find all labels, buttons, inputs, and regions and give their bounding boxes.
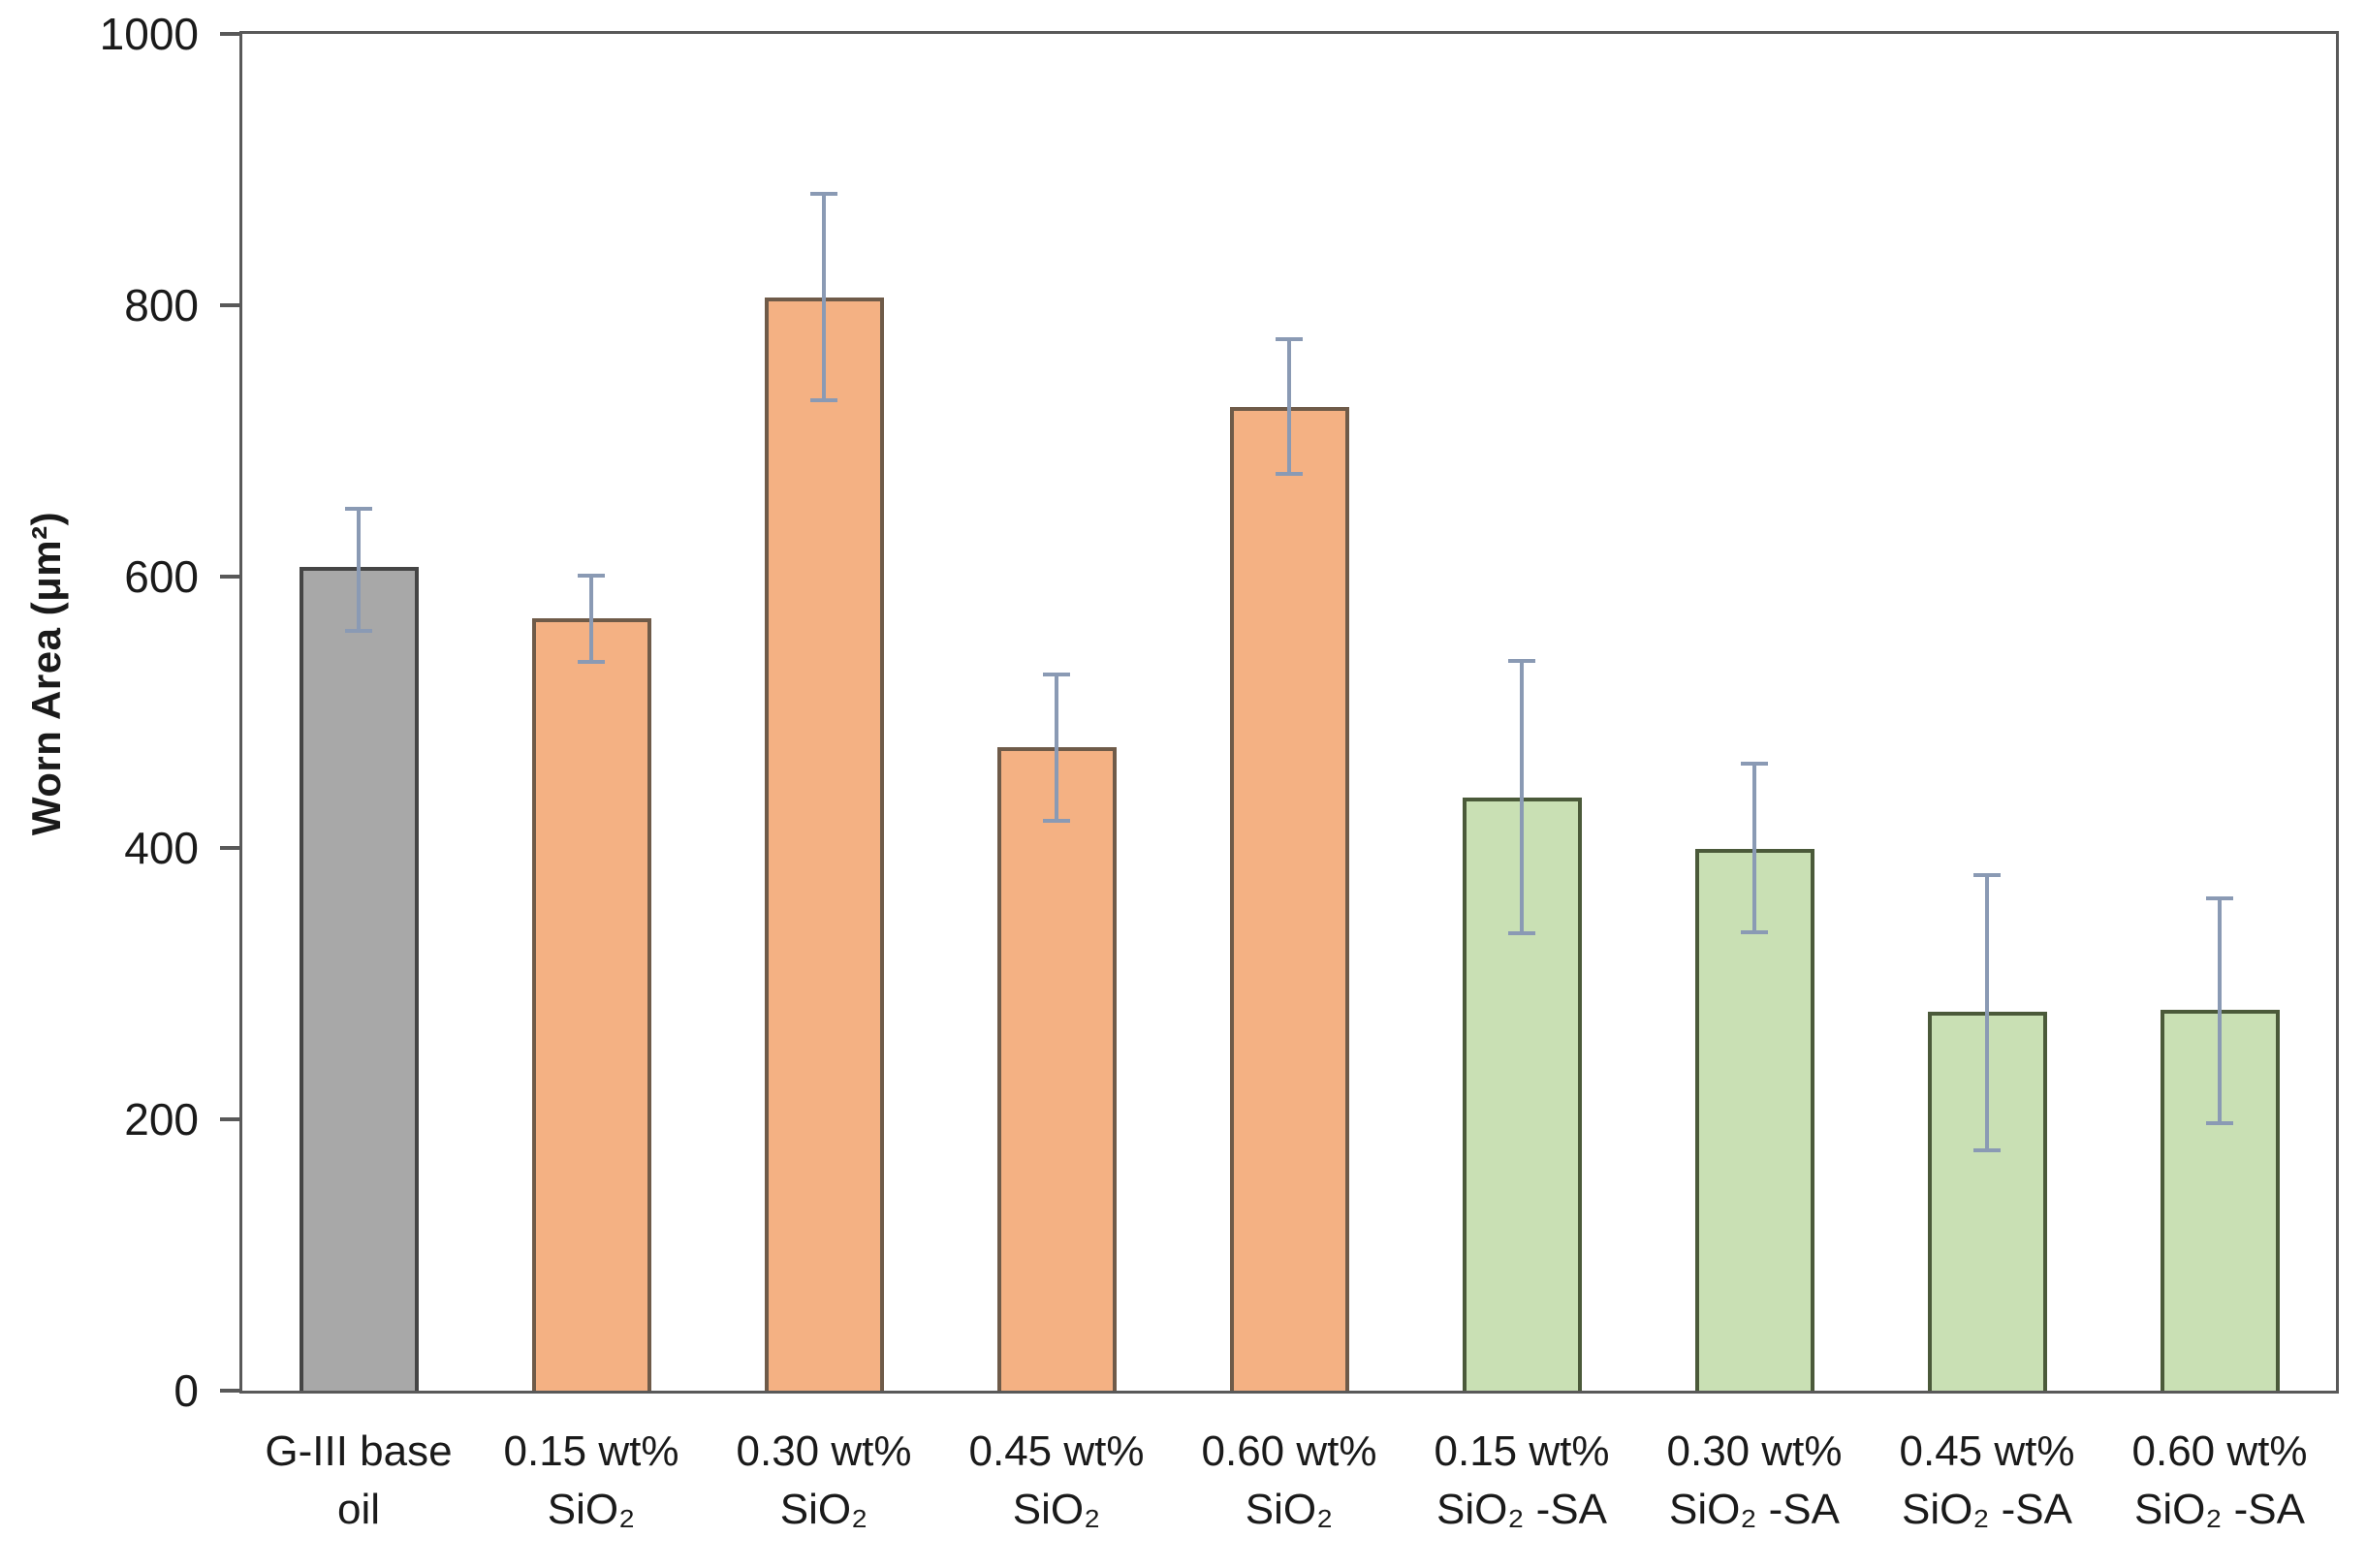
- error-bar: [1287, 339, 1291, 474]
- x-tick-label-line1: 0.60 wt%: [1201, 1427, 1377, 1475]
- x-tick-label-line2: oil: [336, 1486, 381, 1533]
- x-tick-label: 0.45 wt% SiO₂ -SA: [1861, 1423, 2113, 1539]
- error-bar-cap: [1276, 471, 1303, 476]
- error-bar: [822, 194, 826, 400]
- error-bar-cap: [1741, 929, 1768, 934]
- error-bar: [1752, 764, 1756, 932]
- error-bar-cap: [1276, 337, 1303, 341]
- x-tick-label: 0.30 wt% SiO₂: [698, 1423, 950, 1539]
- error-bar: [1055, 674, 1058, 821]
- error-bar-cap: [1043, 819, 1070, 823]
- y-tick-label: 0: [174, 1365, 199, 1416]
- error-bar-cap: [1741, 762, 1768, 767]
- error-bar-cap: [810, 192, 837, 197]
- bar: [996, 747, 1117, 1391]
- y-tick-label: 600: [124, 551, 199, 602]
- error-bar-cap: [2206, 895, 2233, 900]
- x-tick-label: 0.60 wt% SiO₂: [1163, 1423, 1415, 1539]
- x-tick-label: G-III base oil: [233, 1423, 485, 1539]
- x-tick-label-line1: 0.45 wt%: [968, 1427, 1145, 1475]
- x-tick-label-line2: SiO₂ -SA: [1669, 1486, 1840, 1533]
- x-tick-label-line1: 0.30 wt%: [736, 1427, 912, 1475]
- error-bar-cap: [578, 660, 605, 665]
- error-bar-cap: [1973, 873, 2001, 877]
- bar: [764, 297, 884, 1391]
- x-tick-label-line2: SiO₂ -SA: [2134, 1486, 2305, 1533]
- x-tick-label: 0.45 wt% SiO₂: [931, 1423, 1183, 1539]
- x-tick-label-line1: 0.30 wt%: [1666, 1427, 1843, 1475]
- y-axis-tick: [220, 1117, 241, 1121]
- error-bar-cap: [1973, 1148, 2001, 1153]
- error-bar-cap: [578, 573, 605, 578]
- error-bar: [2218, 897, 2222, 1124]
- x-tick-label-line1: G-III base: [265, 1427, 453, 1475]
- error-bar-cap: [2206, 1121, 2233, 1126]
- y-tick-label: 200: [124, 1094, 199, 1145]
- error-bar-cap: [1508, 658, 1535, 663]
- error-bar: [589, 575, 593, 663]
- y-axis-tick: [220, 846, 241, 850]
- x-tick-label-line2: SiO₂ -SA: [1436, 1486, 1607, 1533]
- bar: [531, 618, 651, 1391]
- x-tick-label-line1: 0.15 wt%: [503, 1427, 679, 1475]
- x-tick-label-line1: 0.60 wt%: [2131, 1427, 2308, 1475]
- x-tick-label-line2: SiO₂: [1245, 1486, 1334, 1533]
- error-bar-cap: [810, 398, 837, 402]
- x-tick-label-line1: 0.15 wt%: [1434, 1427, 1610, 1475]
- y-tick-label: 1000: [99, 9, 199, 59]
- error-bar: [1985, 875, 1989, 1151]
- plot-area: [239, 31, 2339, 1394]
- y-tick-label: 800: [124, 280, 199, 330]
- x-tick-label: 0.15 wt% SiO₂: [465, 1423, 717, 1539]
- y-tick-label: 400: [124, 823, 199, 873]
- error-bar-cap: [1508, 931, 1535, 936]
- x-tick-label-line2: SiO₂: [779, 1486, 868, 1533]
- x-tick-label: 0.60 wt% SiO₂ -SA: [2094, 1423, 2346, 1539]
- error-bar: [1520, 660, 1524, 934]
- y-axis-tick: [220, 1389, 241, 1393]
- error-bar: [357, 509, 361, 631]
- x-tick-label: 0.30 wt% SiO₂ -SA: [1628, 1423, 1880, 1539]
- error-bar-cap: [345, 629, 372, 633]
- error-bar-cap: [1043, 672, 1070, 676]
- x-tick-label-line2: SiO₂ -SA: [1902, 1486, 2072, 1533]
- y-axis-tick: [220, 32, 241, 36]
- y-axis-tick: [220, 575, 241, 579]
- x-tick-label-line1: 0.45 wt%: [1899, 1427, 2075, 1475]
- bar: [1229, 407, 1349, 1391]
- x-tick-label: 0.15 wt% SiO₂ -SA: [1396, 1423, 1648, 1539]
- x-tick-label-line2: SiO₂: [1012, 1486, 1101, 1533]
- y-axis-tick: [220, 303, 241, 307]
- bar: [299, 567, 419, 1391]
- x-tick-label-line2: SiO₂: [547, 1486, 636, 1533]
- bar: [1694, 849, 1814, 1391]
- error-bar-cap: [345, 507, 372, 511]
